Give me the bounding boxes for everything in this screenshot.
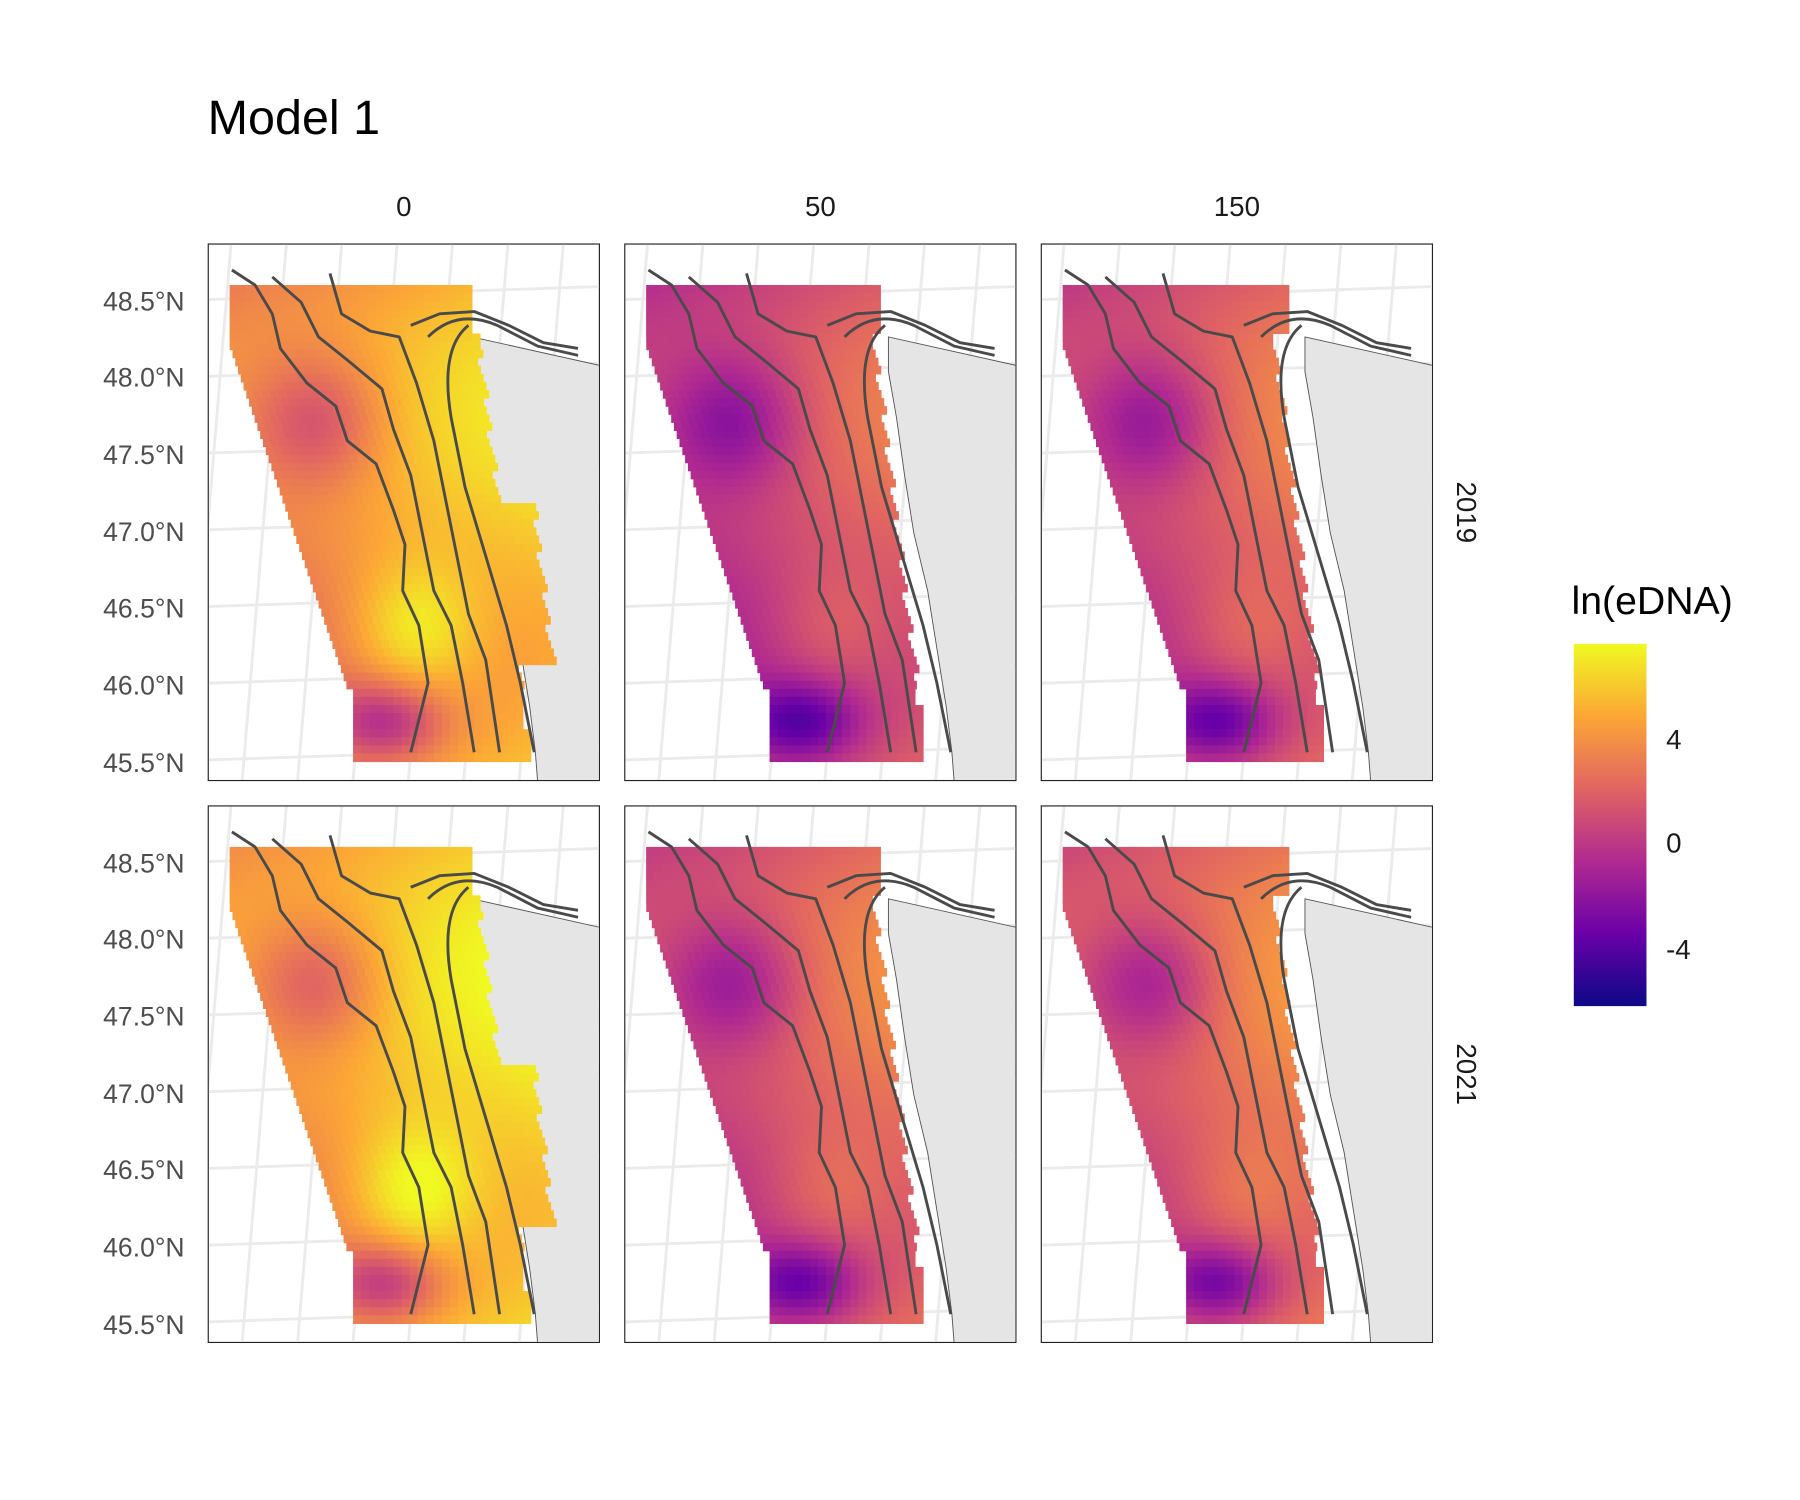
y-label: 47.5°N: [103, 439, 185, 470]
land-mass: [887, 336, 1016, 780]
column-label-50: 50: [804, 191, 836, 223]
edna-heatmap: [1062, 846, 1324, 1324]
legend-label-0: 0: [1666, 828, 1682, 860]
map-svg: [1041, 806, 1432, 1342]
depth-contours: [1064, 830, 1412, 1315]
map-panel-2019-50: [624, 243, 1017, 782]
row-label-2021: 2021: [1450, 1043, 1482, 1105]
edna-heatmap: [229, 846, 557, 1324]
map-svg: [208, 244, 599, 780]
edna-heatmap: [646, 846, 924, 1324]
figure-title: Model 1: [207, 89, 381, 145]
y-label: 46.5°N: [103, 593, 185, 624]
depth-contours: [647, 268, 995, 753]
y-label: 48.5°N: [103, 848, 185, 879]
land-mass: [887, 898, 1016, 1342]
map-svg: [1041, 244, 1432, 780]
row-label-2019: 2019: [1450, 481, 1482, 544]
y-label: 45.5°N: [103, 1309, 185, 1340]
map-panel-2019-0: [207, 243, 600, 782]
depth-contours: [231, 268, 579, 753]
column-label-0: 0: [396, 191, 412, 223]
map-panel-2021-50: [624, 805, 1017, 1344]
y-label: 46.5°N: [103, 1154, 185, 1185]
map-panel-2021-150: [1040, 805, 1434, 1344]
land-mass: [1304, 898, 1432, 1342]
y-label: 46.0°N: [103, 1232, 185, 1263]
map-svg: [625, 244, 1016, 780]
legend-label-4: 4: [1666, 724, 1682, 756]
y-label: 48.0°N: [103, 924, 185, 955]
y-label: 47.5°N: [103, 1001, 185, 1032]
depth-contours: [231, 830, 579, 1315]
map-panel-2021-0: [207, 805, 600, 1344]
land-mass: [1304, 336, 1432, 780]
edna-heatmap: [1062, 284, 1324, 763]
legend-colorbar: [1573, 643, 1647, 1007]
map-svg: [625, 806, 1016, 1342]
depth-contours: [647, 830, 995, 1315]
y-label: 47.0°N: [103, 516, 185, 547]
y-label: 48.5°N: [103, 286, 185, 317]
y-label: 45.5°N: [103, 747, 185, 778]
legend-label-neg4: -4: [1666, 934, 1691, 966]
y-label: 47.0°N: [103, 1078, 185, 1109]
depth-contours: [1064, 268, 1412, 753]
column-label-150: 150: [1213, 191, 1260, 223]
map-svg: [208, 806, 599, 1342]
y-label: 48.0°N: [103, 362, 185, 393]
edna-heatmap: [646, 284, 924, 763]
map-panel-2019-150: [1040, 243, 1434, 782]
legend-title: ln(eDNA): [1571, 579, 1733, 624]
y-label: 46.0°N: [103, 670, 185, 701]
